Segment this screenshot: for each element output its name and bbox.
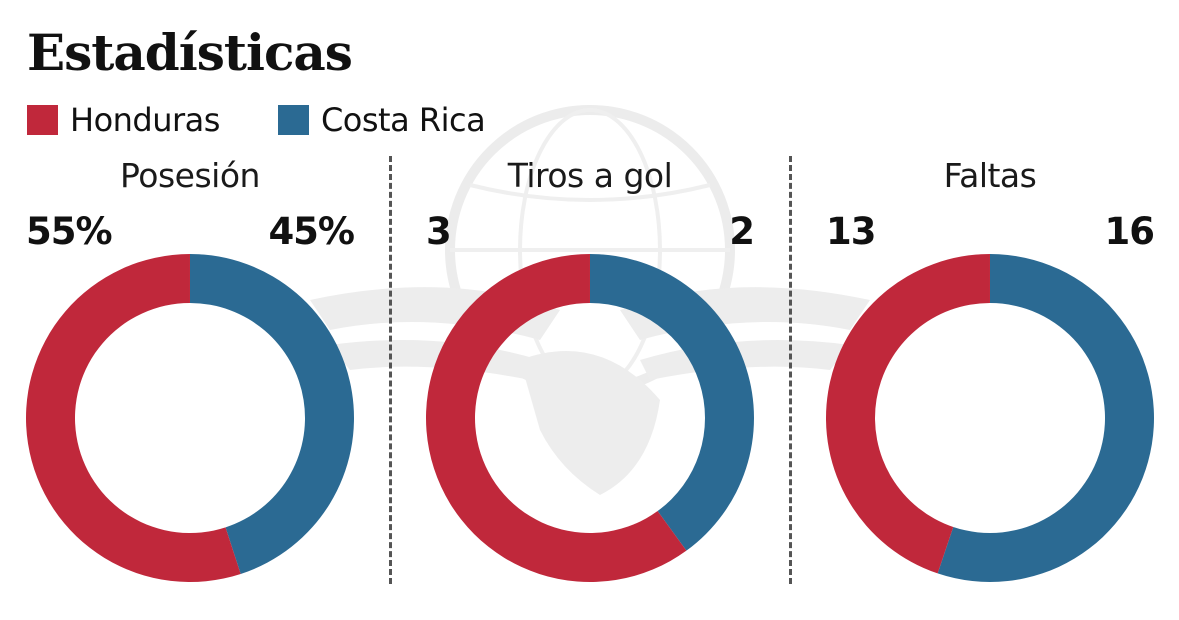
panel-tiros-a-gol: Tiros a gol 3 2 [400,150,780,590]
donut-segment-costa-rica [590,254,754,551]
legend-swatch-costa-rica [277,105,309,135]
legend-item-honduras: Honduras [27,102,220,138]
divider [789,156,792,584]
chart-title: Estadísticas [27,23,353,82]
costa-rica-value: 45% [268,210,355,253]
panel-title: Faltas [943,156,1037,195]
donut-chart [425,254,754,582]
panel-posesion: Posesión 55% 45% [0,150,380,590]
donut-segment-costa-rica [937,254,1154,582]
donut-chart [826,254,1154,582]
costa-rica-value: 2 [729,210,755,253]
panel-title: Posesión [120,156,260,195]
legend-label: Costa Rica [320,101,486,139]
legend-swatch-honduras [27,105,58,135]
costa-rica-value: 16 [1104,210,1155,253]
panel-title: Tiros a gol [507,156,673,195]
donut-segment-honduras [425,254,687,582]
donut-segment-honduras [25,254,241,582]
legend-label: Honduras [70,101,220,139]
donut-segment-honduras [826,254,990,574]
honduras-value: 55% [26,210,113,253]
divider [389,156,392,584]
legend-item-costa-rica: Costa Rica [277,101,486,139]
legend: Honduras Costa Rica [27,102,543,138]
honduras-value: 13 [826,210,876,253]
honduras-value: 3 [426,210,452,253]
panel-faltas: Faltas 13 16 [800,150,1179,590]
donut-segment-costa-rica [190,254,354,574]
donut-chart [25,254,354,582]
